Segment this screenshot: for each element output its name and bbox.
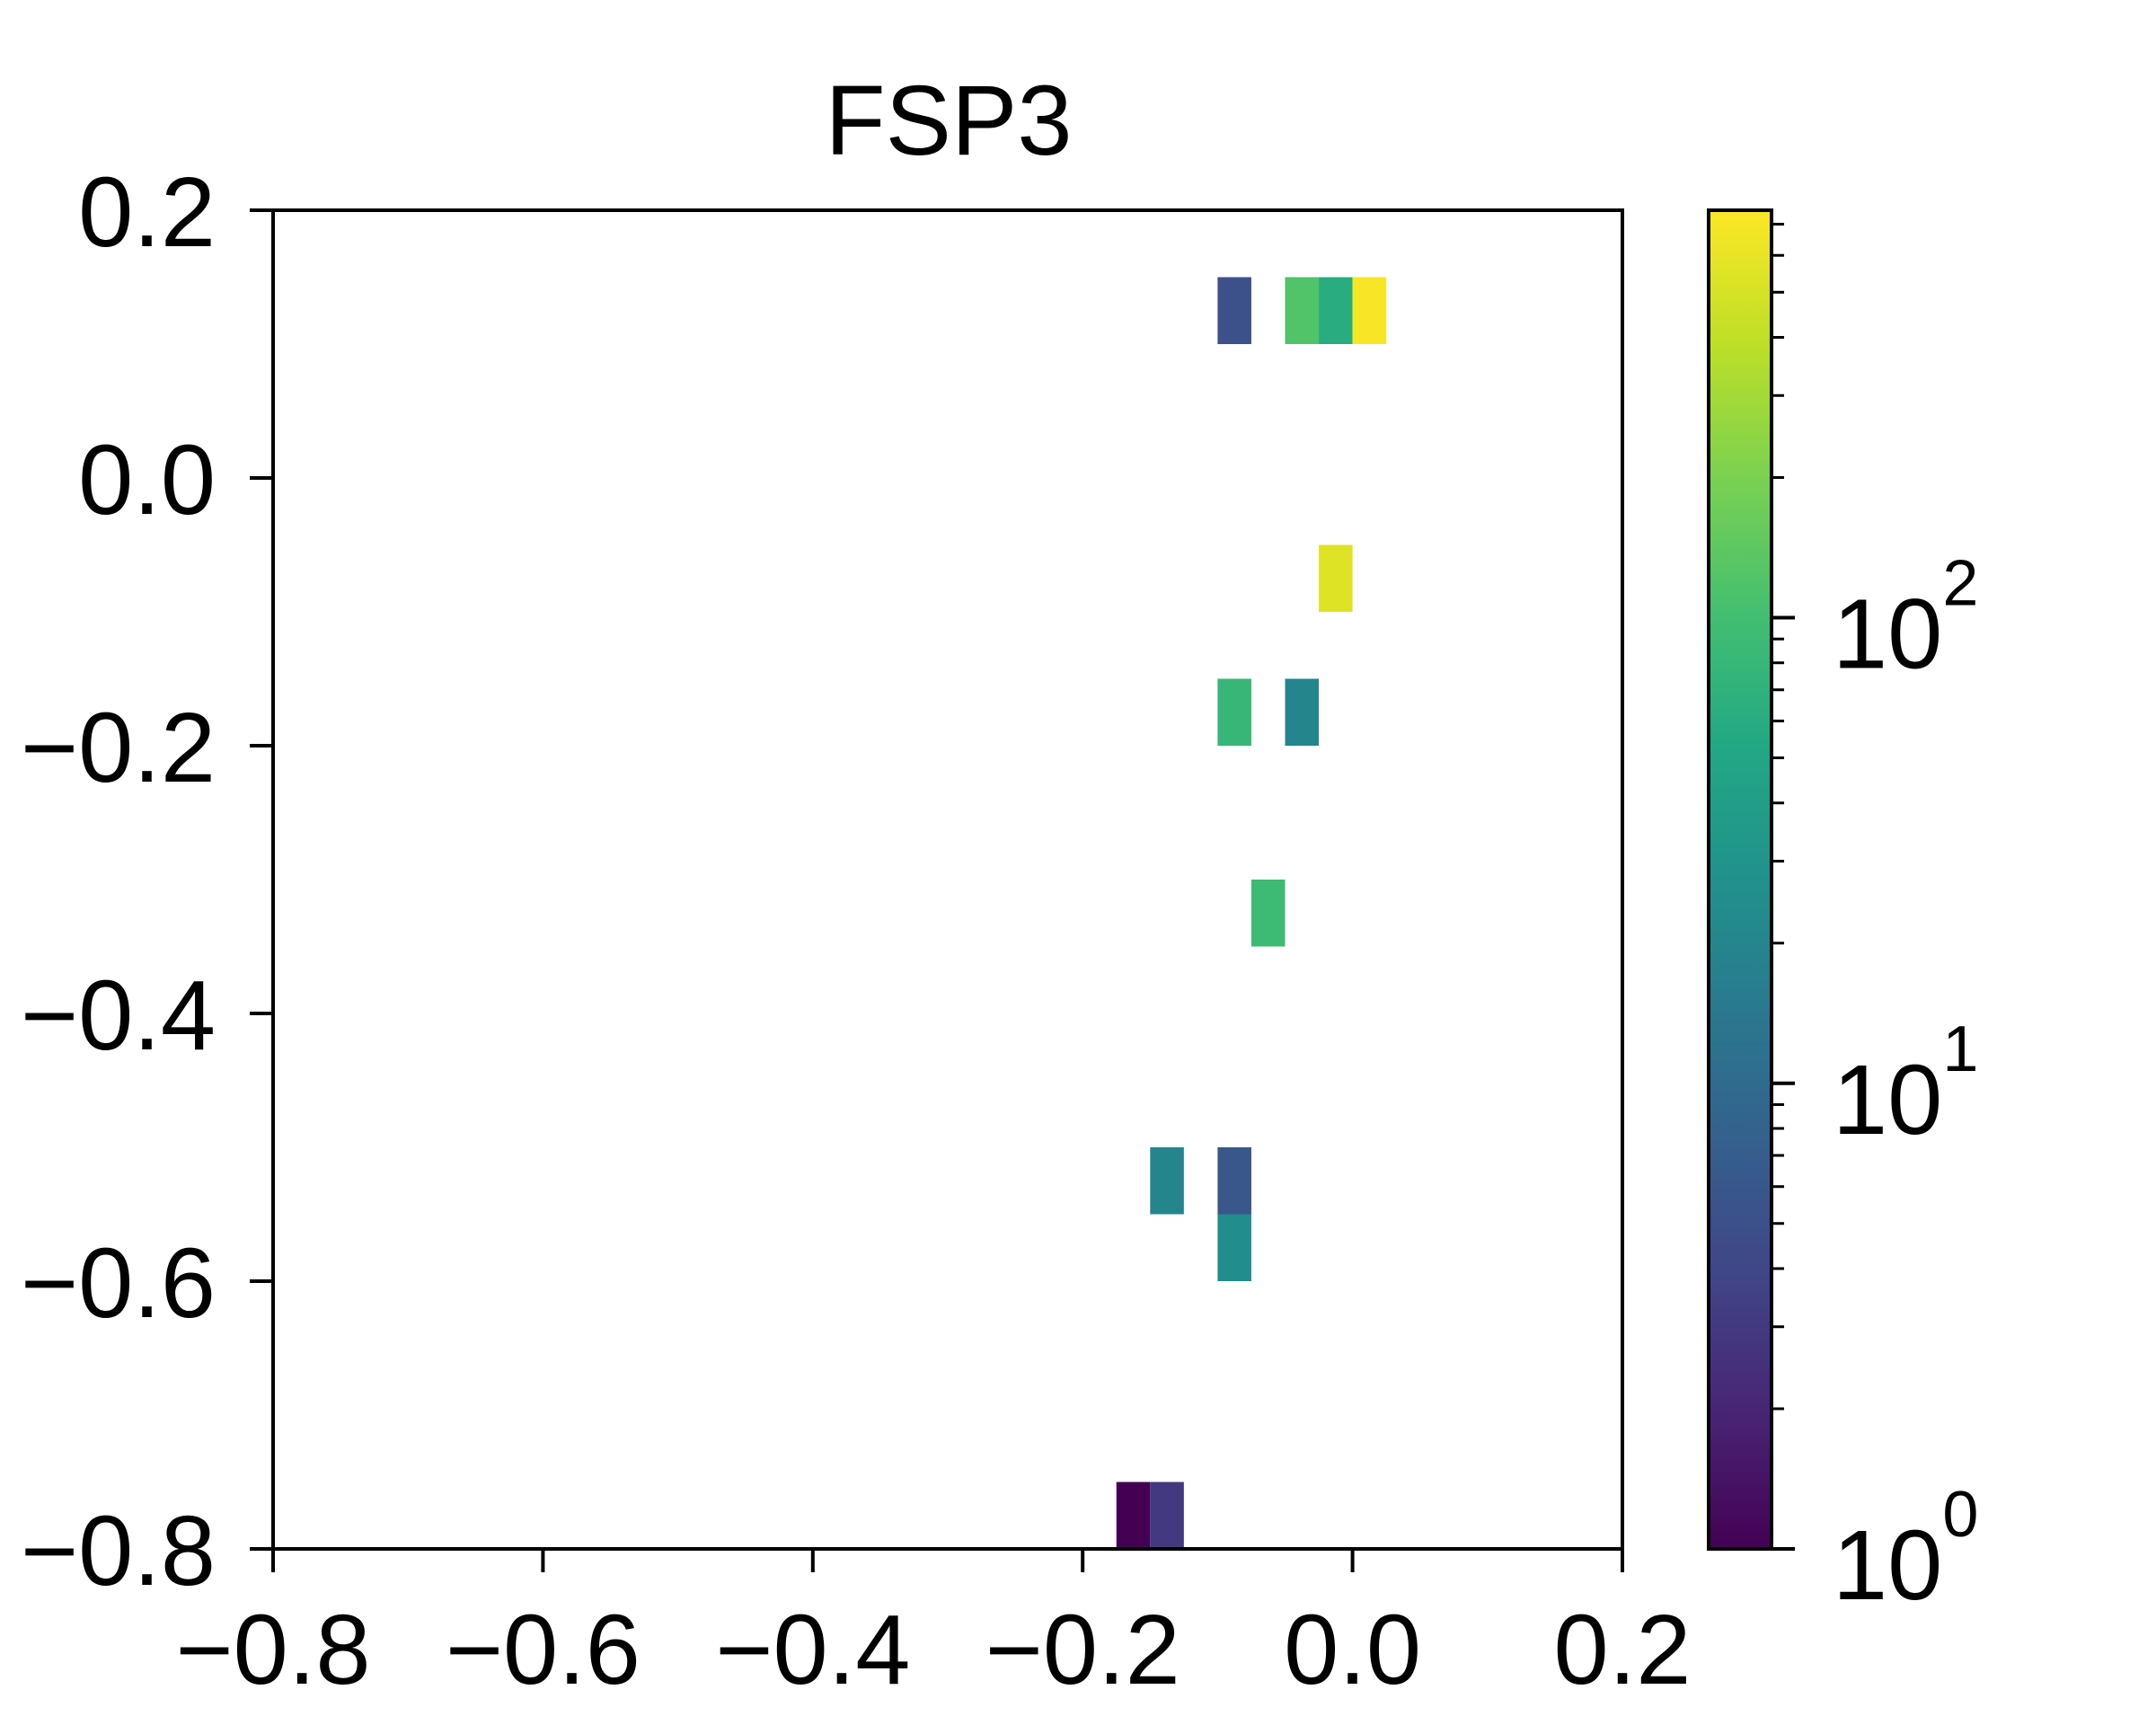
y-tick-label: 0.2 xyxy=(78,157,216,268)
y-tick-label: −0.8 xyxy=(21,1496,216,1606)
colorbar-tick-exponent: 2 xyxy=(1942,548,1978,620)
heatmap-cell xyxy=(1285,277,1320,344)
heatmap-cell xyxy=(1116,1482,1151,1549)
heatmap-cell xyxy=(1319,544,1353,612)
colorbar-tick-label: 101 xyxy=(1833,1013,1978,1155)
colorbar-tick-label: 100 xyxy=(1833,1479,1978,1621)
colorbar-gradient xyxy=(1709,210,1772,1549)
y-tick-label: 0.0 xyxy=(78,425,216,535)
heatmap-cells xyxy=(1116,277,1387,1549)
y-tick-label: −0.6 xyxy=(21,1228,216,1339)
chart-title: FSP3 xyxy=(825,66,1072,176)
x-tick-label: 0.2 xyxy=(1554,1595,1692,1705)
y-axis: −0.8 −0.6 −0.4 −0.2 0.0 0.2 xyxy=(21,157,273,1606)
x-tick-label: −0.6 xyxy=(446,1595,641,1705)
x-tick-label: −0.8 xyxy=(175,1595,370,1705)
x-tick-label: −0.4 xyxy=(715,1595,910,1705)
y-tick-label: −0.4 xyxy=(21,960,216,1071)
colorbar-tick-exponent: 1 xyxy=(1942,1013,1978,1085)
heatmap-cell xyxy=(1217,277,1251,344)
heatmap-cell xyxy=(1217,1214,1251,1281)
plot-frame xyxy=(271,208,1624,1551)
y-tick-label: −0.2 xyxy=(21,693,216,803)
colorbar-frame xyxy=(1707,208,1773,1551)
heatmap-cell xyxy=(1352,277,1387,344)
heatmap-cell xyxy=(1217,678,1251,746)
heatmap-cell xyxy=(1319,277,1353,344)
heatmap-cell xyxy=(1217,1147,1251,1215)
heatmap-cell xyxy=(1150,1147,1184,1215)
heatmap-cell xyxy=(1150,1482,1184,1549)
x-tick-label: −0.2 xyxy=(985,1595,1180,1705)
colorbar-tick-label: 102 xyxy=(1833,548,1978,690)
x-axis: −0.8 −0.6 −0.4 −0.2 0.0 0.2 xyxy=(175,1549,1691,1705)
colorbar-tick-exponent: 0 xyxy=(1942,1479,1978,1551)
heatmap-cell xyxy=(1285,678,1320,746)
x-tick-label: 0.0 xyxy=(1284,1595,1421,1705)
heatmap-cell xyxy=(1250,880,1286,947)
